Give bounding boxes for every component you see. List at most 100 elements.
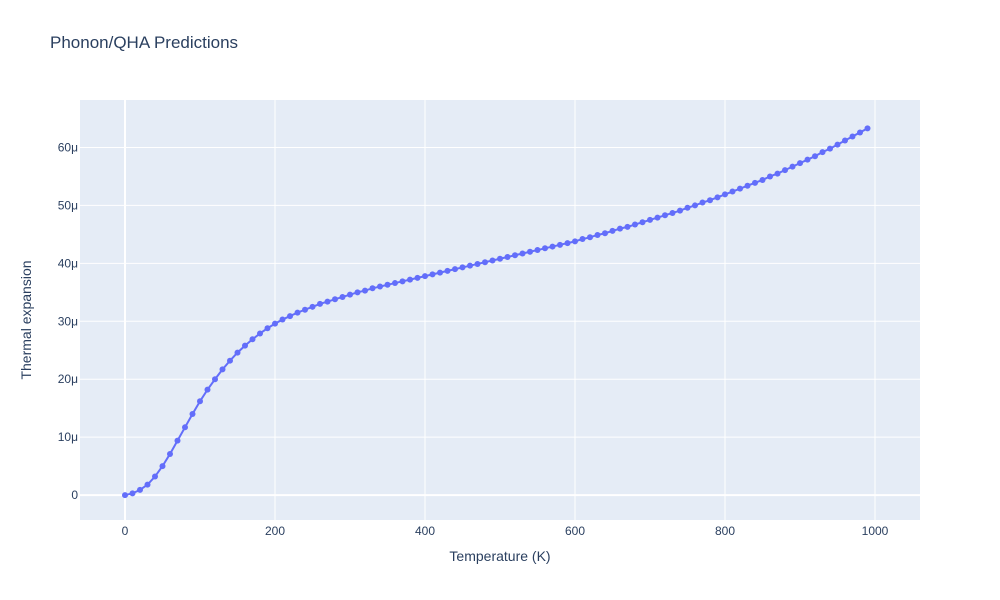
data-point xyxy=(819,149,826,156)
y-tick-label: 10μ xyxy=(58,430,78,444)
data-point xyxy=(617,225,623,232)
data-point xyxy=(399,278,406,285)
data-point xyxy=(707,197,713,204)
data-point xyxy=(699,199,706,206)
data-point xyxy=(857,129,863,136)
x-tick-label: 400 xyxy=(415,524,435,538)
data-point xyxy=(242,342,248,349)
data-point xyxy=(212,376,218,383)
y-tick-label: 20μ xyxy=(58,372,78,386)
y-tick-label: 50μ xyxy=(58,198,78,212)
data-point xyxy=(572,238,578,245)
data-point xyxy=(197,398,203,405)
data-point xyxy=(804,156,811,163)
data-point xyxy=(662,212,668,219)
data-point xyxy=(234,349,241,356)
y-axis-title: Thermal expansion xyxy=(18,260,34,379)
data-point xyxy=(752,179,758,186)
data-point xyxy=(122,492,128,499)
data-point xyxy=(677,207,683,214)
data-point xyxy=(542,245,548,252)
data-point xyxy=(324,298,331,305)
data-point xyxy=(639,219,646,226)
plot-area xyxy=(80,100,920,520)
data-point xyxy=(384,281,391,288)
data-point xyxy=(714,194,721,201)
data-point xyxy=(182,424,188,431)
data-point xyxy=(467,262,473,269)
series-line xyxy=(124,127,868,497)
data-point xyxy=(347,291,353,298)
data-point xyxy=(474,260,481,267)
data-point xyxy=(167,450,173,457)
data-point xyxy=(444,267,451,274)
data-point xyxy=(849,133,856,140)
data-point xyxy=(864,125,871,132)
data-point xyxy=(594,231,601,238)
data-point xyxy=(789,163,796,170)
data-point xyxy=(812,153,818,160)
data-point xyxy=(722,191,728,198)
data-point xyxy=(759,176,766,183)
x-tick-label: 200 xyxy=(265,524,285,538)
data-point xyxy=(332,296,338,303)
y-tick-label: 60μ xyxy=(58,141,78,155)
data-point xyxy=(302,306,308,313)
data-point xyxy=(647,216,653,223)
data-point xyxy=(294,309,301,316)
data-point xyxy=(669,209,676,216)
y-tick-label: 30μ xyxy=(58,314,78,328)
data-point xyxy=(452,266,458,273)
x-axis-title: Temperature (K) xyxy=(449,548,550,564)
data-point xyxy=(782,167,788,174)
data-point xyxy=(219,366,226,373)
data-point xyxy=(272,320,278,327)
data-point xyxy=(362,287,368,294)
data-point xyxy=(339,293,346,300)
data-point xyxy=(354,289,361,296)
data-point xyxy=(827,145,833,152)
data-point xyxy=(557,241,563,248)
data-point xyxy=(429,271,436,278)
data-point xyxy=(587,234,593,241)
data-point xyxy=(512,252,518,259)
data-point xyxy=(482,259,488,266)
data-point xyxy=(459,264,466,271)
data-point xyxy=(519,250,526,257)
x-tick-label: 0 xyxy=(122,524,129,538)
y-tick-label: 0 xyxy=(71,488,78,502)
data-point xyxy=(309,303,316,310)
data-point xyxy=(287,313,293,320)
data-point xyxy=(392,280,398,287)
chart-title: Phonon/QHA Predictions xyxy=(50,33,239,52)
data-point xyxy=(602,230,608,237)
data-point xyxy=(774,170,781,177)
x-tick-label: 600 xyxy=(565,524,585,538)
data-point xyxy=(369,285,376,292)
data-point xyxy=(842,137,848,144)
data-point xyxy=(534,247,541,254)
data-point xyxy=(692,202,698,209)
data-point xyxy=(152,473,158,480)
data-point xyxy=(317,300,323,307)
data-point xyxy=(144,481,151,488)
data-point xyxy=(129,490,136,497)
data-point xyxy=(407,276,413,283)
y-tick-label: 40μ xyxy=(58,256,78,270)
data-point xyxy=(422,273,428,280)
data-point xyxy=(767,173,773,180)
data-point xyxy=(624,223,631,230)
data-point xyxy=(414,274,421,281)
data-point xyxy=(504,253,511,260)
data-point xyxy=(377,283,383,290)
data-point xyxy=(564,240,571,247)
data-point xyxy=(549,243,556,250)
data-point xyxy=(632,221,638,228)
data-point xyxy=(737,185,743,192)
x-tick-label: 800 xyxy=(715,524,735,538)
x-tick-label: 1000 xyxy=(862,524,889,538)
data-point xyxy=(279,316,286,323)
data-point xyxy=(174,437,181,444)
data-point xyxy=(654,214,661,221)
